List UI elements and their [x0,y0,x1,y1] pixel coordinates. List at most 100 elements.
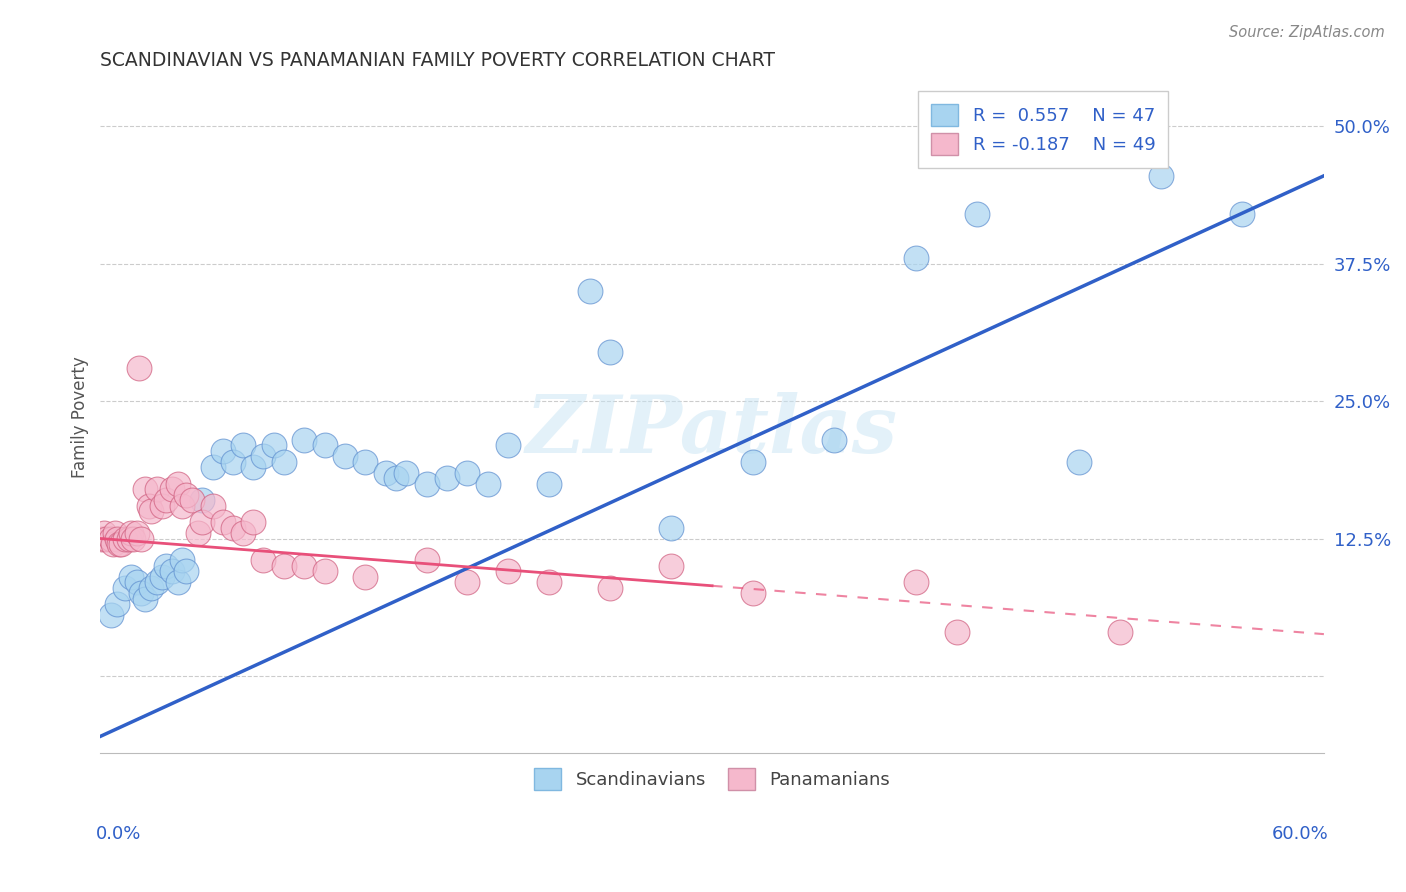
Point [118,532,141,546]
Point [107,537,129,551]
Point [496,438,519,452]
Point [128,361,150,376]
Point [146,482,169,496]
Point [537,476,560,491]
Point [187,526,209,541]
Point [174,487,197,501]
Point [537,575,560,590]
Point [436,471,458,485]
Point [160,482,183,496]
Text: 0.0%: 0.0% [96,825,141,843]
Point [905,575,928,590]
Point [181,493,204,508]
Point [1109,624,1132,639]
Point [141,581,163,595]
Point [191,493,214,508]
Point [905,251,928,265]
Point [93,526,115,541]
Point [395,466,418,480]
Point [166,575,188,590]
Point [578,284,600,298]
Point [120,526,142,541]
Point [150,499,173,513]
Point [201,499,224,513]
Point [659,520,682,534]
Point [314,438,336,452]
Point [242,460,264,475]
Point [273,559,295,574]
Point [599,344,621,359]
Point [150,570,173,584]
Point [114,532,136,546]
Y-axis label: Family Poverty: Family Poverty [72,357,89,478]
Point [477,476,499,491]
Point [415,476,437,491]
Point [374,466,396,480]
Point [946,624,969,639]
Point [292,559,315,574]
Text: 60.0%: 60.0% [1272,825,1329,843]
Point [138,499,160,513]
Point [252,553,274,567]
Point [456,575,478,590]
Point [292,433,315,447]
Point [222,520,245,534]
Point [242,515,264,529]
Point [125,575,148,590]
Point [129,586,152,600]
Point [232,526,254,541]
Point [659,559,682,574]
Point [201,460,224,475]
Point [110,537,132,551]
Text: Source: ZipAtlas.com: Source: ZipAtlas.com [1229,25,1385,40]
Point [456,466,478,480]
Point [129,532,152,546]
Point [232,438,254,452]
Point [824,433,846,447]
Point [599,581,621,595]
Point [122,532,145,546]
Text: ZIPatlas: ZIPatlas [526,392,898,470]
Legend: Scandinavians, Panamanians: Scandinavians, Panamanians [520,753,904,805]
Point [170,499,193,513]
Point [191,515,214,529]
Point [333,449,356,463]
Point [155,559,177,574]
Text: SCANDINAVIAN VS PANAMANIAN FAMILY POVERTY CORRELATION CHART: SCANDINAVIAN VS PANAMANIAN FAMILY POVERT… [100,51,775,70]
Point [100,532,122,546]
Point [155,493,177,508]
Point [222,454,245,468]
Point [174,565,197,579]
Point [134,591,156,606]
Point [125,526,148,541]
Point [966,207,988,221]
Point [91,532,114,546]
Point [134,482,156,496]
Point [1232,207,1254,221]
Point [166,476,188,491]
Point [101,537,124,551]
Point [105,598,128,612]
Point [170,553,193,567]
Point [415,553,437,567]
Point [354,454,377,468]
Point [741,586,763,600]
Point [141,504,163,518]
Point [252,449,274,463]
Point [1069,454,1091,468]
Point [385,471,408,485]
Point [104,526,127,541]
Point [160,565,183,579]
Point [114,581,136,595]
Point [496,565,519,579]
Point [263,438,285,452]
Point [1150,169,1173,183]
Point [100,608,122,623]
Point [120,570,142,584]
Point [211,515,233,529]
Point [96,532,118,546]
Point [146,575,169,590]
Point [741,454,763,468]
Point [354,570,377,584]
Point [211,443,233,458]
